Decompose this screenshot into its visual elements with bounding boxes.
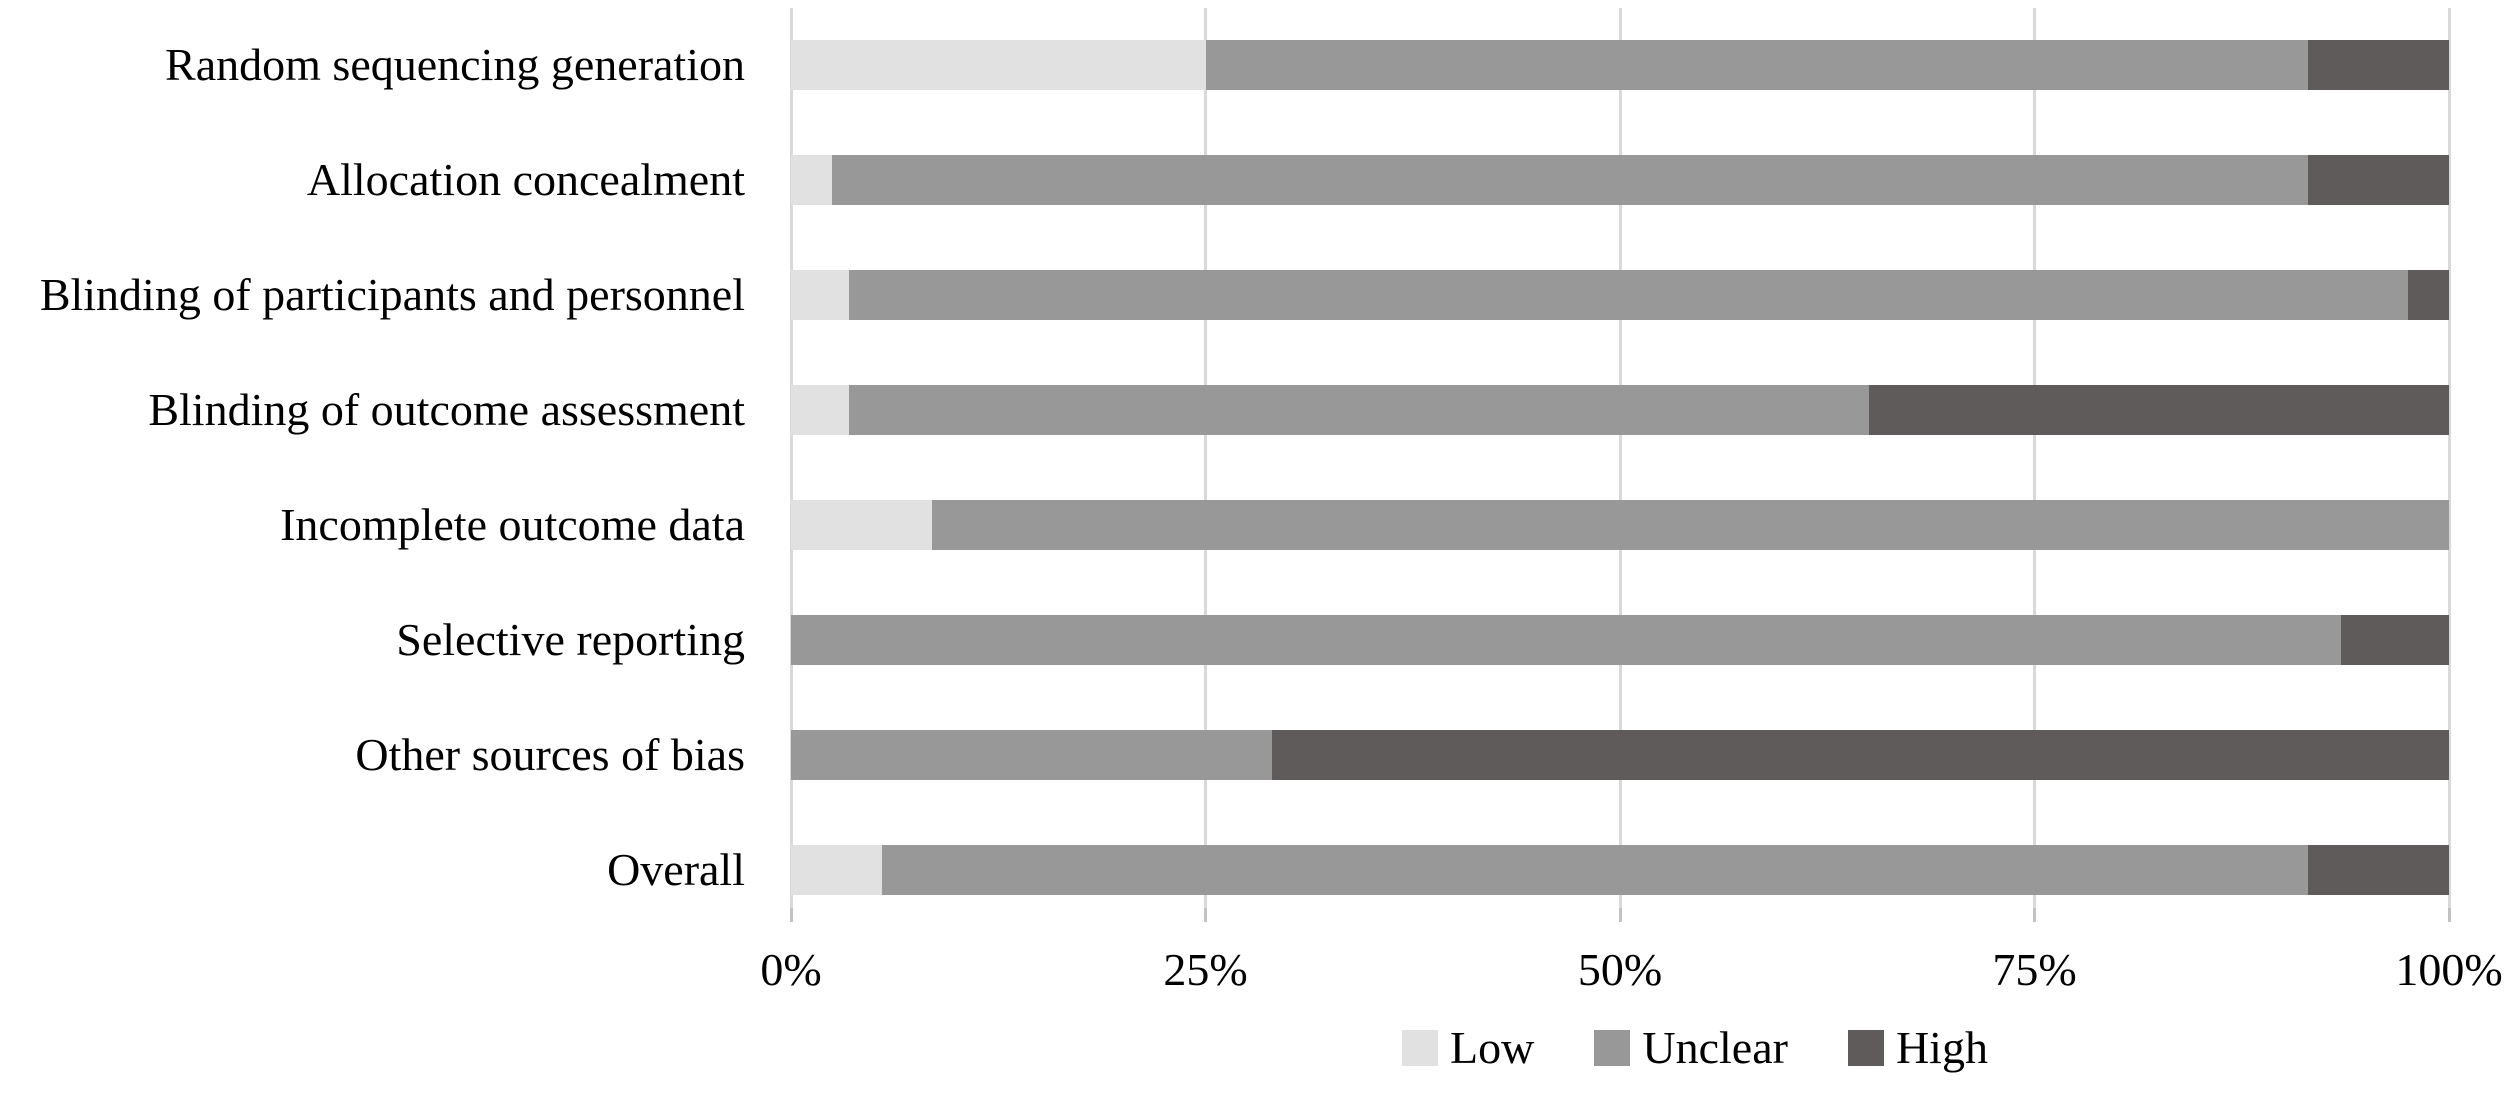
plot-area [789,8,2451,908]
bar-segment-high [2308,845,2449,895]
bar-segment-low [791,40,1206,90]
bar-segment-high [1271,730,2449,780]
legend-label: Low [1450,1022,1535,1073]
axis-tick [1204,908,1207,922]
axis-tick [2033,908,2036,922]
legend-swatch-low [1402,1030,1439,1066]
gridline [2447,8,2451,908]
bar-segment-low [791,500,932,550]
legend-item-unclear: Unclear [1594,1022,1788,1074]
axis-tick [2447,908,2451,922]
category-label: Blinding of outcome assessment [148,384,745,435]
category-label: Overall [607,844,745,895]
gridline [1618,8,1622,908]
bar-segment-unclear [832,155,2309,205]
gridline [1204,8,1207,908]
x-tick-label: 25% [1163,944,1248,995]
bar-segment-unclear [1205,40,2309,90]
bar-segment-low [791,845,883,895]
category-label: Blinding of participants and personnel [39,269,745,320]
legend-swatch-unclear [1594,1030,1631,1066]
x-tick-label: 0% [760,944,822,995]
bar-row [791,40,2449,90]
bar-segment-unclear [931,500,2449,550]
category-label: Incomplete outcome data [280,499,745,550]
x-tick-label: 50% [1577,944,1663,995]
bar-segment-low [791,385,850,435]
bar-row [791,615,2449,665]
legend-label: High [1895,1022,1988,1073]
bar-row [791,155,2449,205]
bar-segment-unclear [849,270,2408,320]
bar-segment-high [2308,155,2449,205]
gridline [2033,8,2036,908]
bar-segment-high [2308,40,2449,90]
category-label: Random sequencing generation [165,39,745,90]
axis-tick [1618,908,1622,922]
bar-row [791,730,2449,780]
bar-segment-high [2407,270,2449,320]
category-label: Selective reporting [396,614,745,665]
category-label: Allocation concealment [306,154,745,205]
bar-segment-unclear [791,615,2342,665]
bar-row [791,845,2449,895]
legend: Low Unclear High [791,1022,2449,1074]
category-label: Other sources of bias [355,729,745,780]
bar-segment-low [791,270,850,320]
legend-label: Unclear [1642,1022,1788,1073]
bar-segment-high [2341,615,2449,665]
bar-row [791,270,2449,320]
x-tick-label: 75% [1992,944,2077,995]
bar-row [791,500,2449,550]
bar-segment-high [1868,385,2449,435]
gridline [789,8,793,908]
legend-item-high: High [1847,1022,1988,1074]
legend-swatch-high [1847,1030,1884,1066]
x-tick-label: 100% [2395,944,2503,995]
bar-segment-unclear [882,845,2309,895]
bar-segment-unclear [791,730,1272,780]
bar-row [791,385,2449,435]
axis-tick [789,908,793,922]
legend-item-low: Low [1402,1022,1534,1074]
bar-segment-low [791,155,833,205]
bar-segment-unclear [849,385,1869,435]
